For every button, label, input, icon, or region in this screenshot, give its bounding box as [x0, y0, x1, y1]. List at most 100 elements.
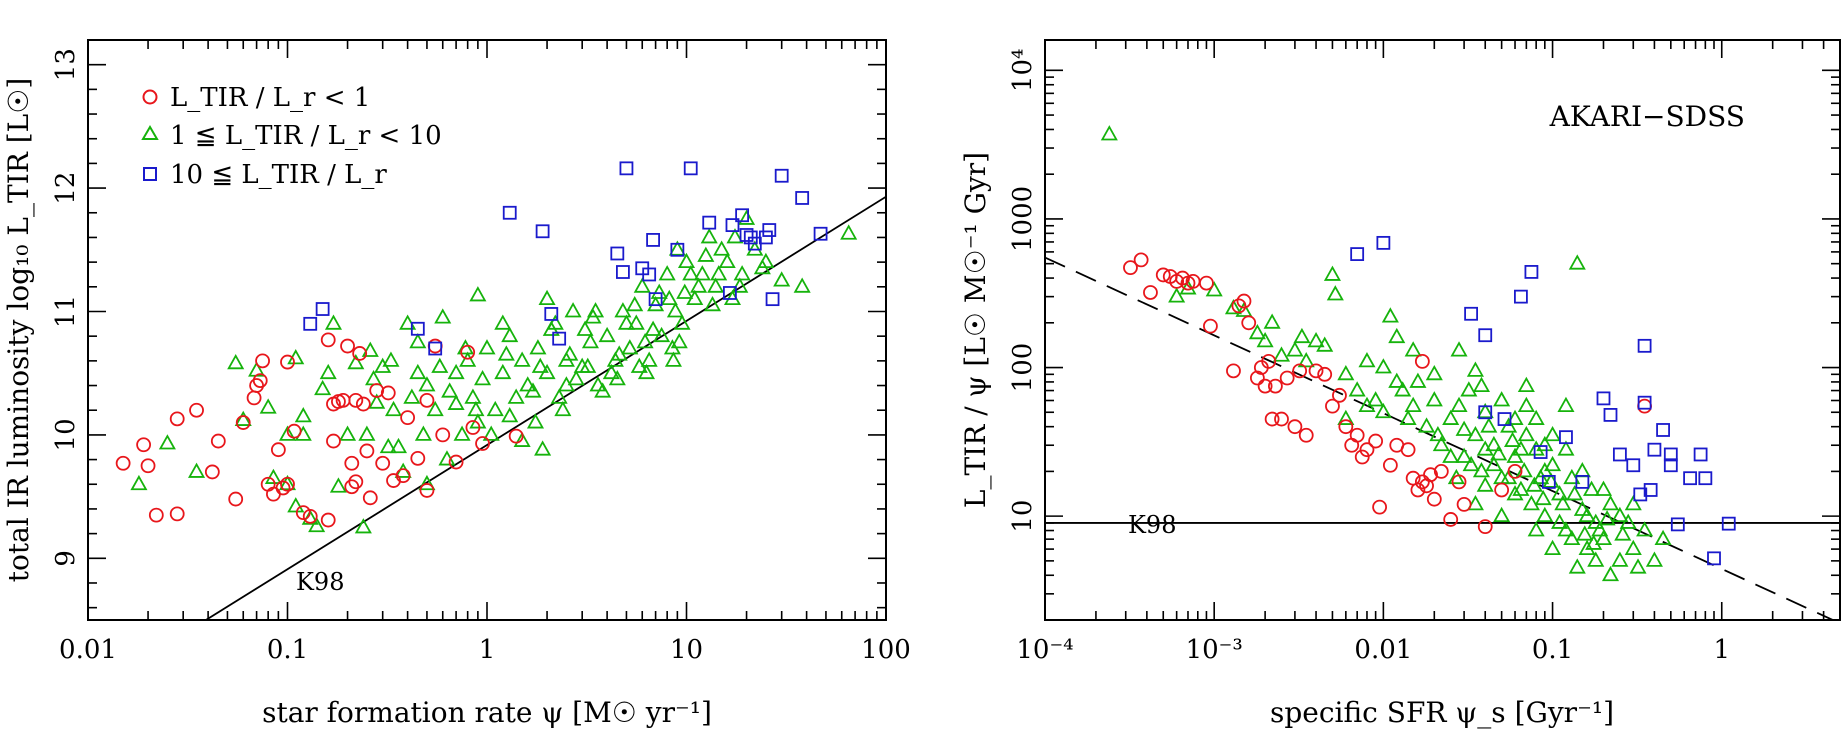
data-point-triangle	[1527, 521, 1545, 537]
data-point-square	[610, 246, 625, 261]
data-point-triangle	[550, 388, 568, 404]
data-point-triangle	[773, 271, 791, 287]
data-point-circle	[1433, 463, 1449, 479]
right-x-tick-label: 0.01	[1354, 635, 1412, 665]
data-point-triangle	[617, 314, 635, 330]
left-k98-label: K98	[296, 568, 344, 596]
data-point-triangle	[731, 277, 749, 293]
right-y-axis-label: L_TIR / ψ [L☉ M☉⁻¹ Gyr]	[959, 152, 992, 508]
data-point-square	[1533, 445, 1548, 459]
data-point-circle	[1451, 474, 1467, 490]
data-point-triangle	[1460, 381, 1478, 397]
data-point-triangle	[474, 370, 492, 386]
data-point-triangle	[1168, 287, 1186, 303]
data-point-square	[774, 168, 789, 183]
data-point-square	[552, 331, 567, 346]
data-point-square	[1596, 391, 1611, 406]
k98-relation-line	[205, 195, 886, 620]
data-point-square	[1707, 551, 1721, 566]
data-point-triangle	[1512, 440, 1530, 456]
data-point-triangle	[486, 400, 504, 417]
data-point-square	[795, 191, 810, 205]
data-point-triangle	[1544, 455, 1562, 472]
data-point-triangle	[264, 468, 282, 484]
data-point-triangle	[1466, 425, 1484, 442]
data-point-triangle	[447, 363, 465, 380]
data-point-triangle	[347, 353, 365, 370]
data-point-triangle	[1358, 352, 1376, 368]
data-point-triangle	[1316, 336, 1334, 352]
data-point-circle	[380, 385, 396, 401]
data-point-triangle	[469, 286, 487, 302]
left-x-tick-label: 10	[670, 635, 703, 665]
data-point-circle	[344, 455, 360, 471]
data-point-square	[410, 321, 425, 336]
data-point-circle	[189, 402, 204, 418]
data-point-square	[1633, 487, 1648, 502]
left-y-tick-label: 11	[51, 295, 81, 328]
left-y-axis-label: total IR luminosity log₁₀ L_TIR [L☉]	[2, 78, 35, 583]
left-x-tick-labels: 0.01 0.1 1 10 100	[59, 635, 911, 665]
data-point-triangle	[339, 425, 357, 441]
data-point-triangle	[1485, 435, 1503, 452]
data-point-triangle	[1399, 409, 1417, 425]
data-point-square	[1524, 265, 1539, 279]
data-point-triangle	[589, 376, 607, 392]
data-point-triangle	[1598, 510, 1616, 526]
data-point-triangle	[1645, 551, 1663, 567]
data-point-square	[758, 230, 773, 245]
data-point-triangle	[644, 320, 662, 336]
data-point-triangle	[1525, 476, 1543, 492]
data-point-square	[303, 316, 318, 331]
data-point-circle	[1292, 363, 1308, 379]
data-point-square	[1670, 517, 1685, 532]
data-point-triangle	[1425, 364, 1443, 381]
right-x-tick-label: 10⁻⁴	[1016, 635, 1073, 665]
data-point-triangle	[670, 332, 688, 349]
data-point-triangle	[354, 518, 372, 534]
left-panel: 0.01 0.1 1 10 100 9 10 11 12 13 star formation r…	[2, 39, 911, 729]
data-point-triangle	[259, 398, 277, 414]
data-point-circle	[286, 423, 302, 439]
data-point-circle	[115, 455, 131, 471]
left-y-tick-labels: 9 10 11 12 13	[51, 48, 81, 566]
data-point-triangle	[579, 357, 597, 373]
data-point-triangle	[576, 320, 594, 336]
data-point-square	[1478, 405, 1493, 420]
data-point-triangle	[507, 388, 525, 404]
data-point-circle	[255, 353, 270, 369]
data-point-circle	[1477, 519, 1493, 535]
data-point-square	[670, 242, 685, 257]
data-point-triangle	[278, 474, 297, 491]
data-point-triangle	[673, 314, 691, 330]
data-point-square	[502, 205, 517, 220]
data-point-triangle	[682, 265, 700, 281]
data-point-triangle	[1506, 409, 1524, 425]
data-point-circle	[362, 490, 378, 506]
right-data-points	[1100, 125, 1736, 582]
data-point-circle	[266, 486, 281, 502]
right-y-tick-label: 10⁴	[1008, 49, 1038, 93]
legend-label-circle: L_TIR / L_r < 1	[170, 83, 370, 113]
data-point-triangle	[501, 326, 519, 343]
data-point-triangle	[718, 252, 736, 269]
data-point-triangle	[1493, 468, 1511, 485]
data-point-square	[735, 208, 750, 223]
data-point-triangle	[713, 240, 731, 256]
data-point-triangle	[664, 351, 682, 367]
data-point-triangle	[1404, 341, 1422, 357]
data-point-circle	[1226, 363, 1241, 379]
data-point-triangle	[482, 425, 500, 441]
data-point-triangle	[389, 437, 408, 454]
left-x-tick-label: 0.01	[59, 635, 117, 665]
data-point-triangle	[581, 332, 599, 349]
data-point-triangle	[227, 353, 245, 370]
data-point-triangle	[1629, 558, 1647, 574]
data-point-square	[1497, 412, 1512, 426]
data-point-triangle	[1418, 417, 1436, 433]
data-point-triangle	[1576, 525, 1594, 541]
data-point-circle	[508, 428, 524, 444]
data-point-circle	[280, 476, 295, 492]
data-point-circle	[348, 392, 364, 408]
